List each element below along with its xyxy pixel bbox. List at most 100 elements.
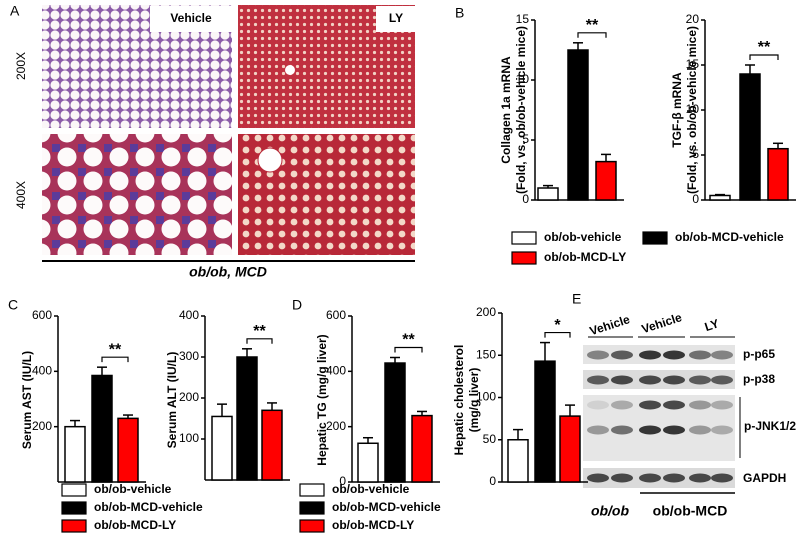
- band: [711, 350, 733, 360]
- vessel: [285, 65, 295, 75]
- legend-label: ob/ob-vehicle: [332, 482, 410, 496]
- significance-label: *: [554, 317, 561, 334]
- y-tick-label: 200: [326, 419, 346, 433]
- band: [711, 375, 733, 385]
- y-axis-label: Serum ALT (IU/L): [165, 352, 179, 449]
- bar: [411, 414, 433, 483]
- band: [639, 473, 661, 483]
- bar: [559, 415, 581, 483]
- group-label: ob/ob: [591, 503, 630, 519]
- bar: [709, 194, 731, 201]
- band: [689, 375, 711, 385]
- band: [587, 425, 609, 435]
- legend-swatch: [299, 483, 325, 497]
- bar: [357, 442, 379, 483]
- y-tick-label: 150: [476, 347, 496, 361]
- label-box: [150, 6, 232, 32]
- bar: [91, 374, 113, 483]
- y-tick-label: 300: [179, 349, 199, 363]
- bar: [384, 362, 406, 483]
- legend-label: ob/ob-MCD-vehicle: [332, 500, 441, 514]
- y-axis-label: Collagen 1a mRNA: [499, 56, 513, 164]
- y-axis-label: Hepatic cholesterol: [452, 345, 466, 456]
- y-tick-label: 5: [692, 147, 699, 161]
- band: [711, 400, 733, 410]
- y-axis-label: (mg/g liver): [467, 368, 481, 433]
- significance-bracket: [749, 54, 779, 60]
- y-tick-label: 200: [32, 419, 52, 433]
- lane-label: Vehicle: [588, 312, 632, 338]
- y-tick-label: 15: [686, 57, 700, 71]
- protein-label: p-p38: [743, 372, 775, 386]
- lane-label: LY: [703, 316, 721, 334]
- significance-label: **: [402, 332, 415, 349]
- significance-label: **: [586, 17, 599, 34]
- label-box: [376, 6, 415, 32]
- panel-label: B: [455, 5, 464, 21]
- bar: [534, 360, 556, 483]
- bar: [236, 356, 258, 481]
- bar: [767, 147, 789, 201]
- band: [611, 400, 633, 410]
- band: [639, 350, 661, 360]
- legend-swatch: [299, 501, 325, 515]
- band: [587, 473, 609, 483]
- y-tick-label: 15: [516, 12, 530, 26]
- significance-label: **: [758, 39, 771, 56]
- protein-label: GAPDH: [743, 471, 786, 485]
- band: [663, 350, 685, 360]
- legend-swatch: [61, 519, 87, 533]
- bar: [117, 417, 139, 483]
- significance-bracket: [246, 338, 273, 344]
- y-axis-label: (Fold, vs. ob/ob-vehicle mice): [514, 26, 528, 194]
- bar: [537, 187, 559, 201]
- legend-label: ob/ob-vehicle: [94, 482, 172, 496]
- panel-label: E: [572, 291, 581, 307]
- legend-label: ob/ob-vehicle: [544, 230, 622, 244]
- band: [611, 473, 633, 483]
- significance-bracket: [577, 32, 607, 38]
- y-axis-label: TGF-β mRNA: [670, 72, 684, 148]
- band: [689, 473, 711, 483]
- vessel: [257, 147, 283, 173]
- legend-label: ob/ob-MCD-LY: [94, 518, 176, 532]
- band: [611, 375, 633, 385]
- y-tick-label: 20: [686, 12, 700, 26]
- y-tick-label: 0: [522, 192, 529, 206]
- band: [663, 400, 685, 410]
- lane-label: Vehicle: [640, 310, 684, 336]
- legend-label: ob/ob-MCD-LY: [332, 518, 414, 532]
- band: [587, 350, 609, 360]
- y-tick-label: 600: [32, 308, 52, 322]
- band: [689, 350, 711, 360]
- histology-image: [42, 134, 232, 255]
- legend-swatch: [642, 231, 668, 245]
- legend-swatch: [61, 483, 87, 497]
- y-tick-label: 0: [339, 474, 346, 488]
- band: [639, 400, 661, 410]
- band: [663, 473, 685, 483]
- band: [663, 375, 685, 385]
- row-label: 200X: [14, 52, 28, 80]
- legend-swatch: [299, 519, 325, 533]
- legend-label: ob/ob-MCD-vehicle: [94, 500, 203, 514]
- band: [689, 400, 711, 410]
- row-label: 400X: [14, 181, 28, 209]
- legend-swatch: [511, 231, 537, 245]
- y-tick-label: 400: [326, 364, 346, 378]
- band: [587, 400, 609, 410]
- bar: [261, 409, 283, 481]
- y-tick-label: 200: [179, 390, 199, 404]
- panel-label: A: [10, 3, 20, 19]
- legend-label: ob/ob-MCD-vehicle: [675, 230, 784, 244]
- y-tick-label: 0: [692, 192, 699, 206]
- legend-swatch: [61, 501, 87, 515]
- band: [663, 425, 685, 435]
- y-tick-label: 600: [326, 308, 346, 322]
- significance-bracket: [544, 331, 571, 338]
- band: [611, 425, 633, 435]
- panel-label: C: [8, 297, 18, 313]
- y-axis-label: Serum AST (IU/L): [20, 351, 34, 449]
- y-tick-label: 200: [476, 305, 496, 319]
